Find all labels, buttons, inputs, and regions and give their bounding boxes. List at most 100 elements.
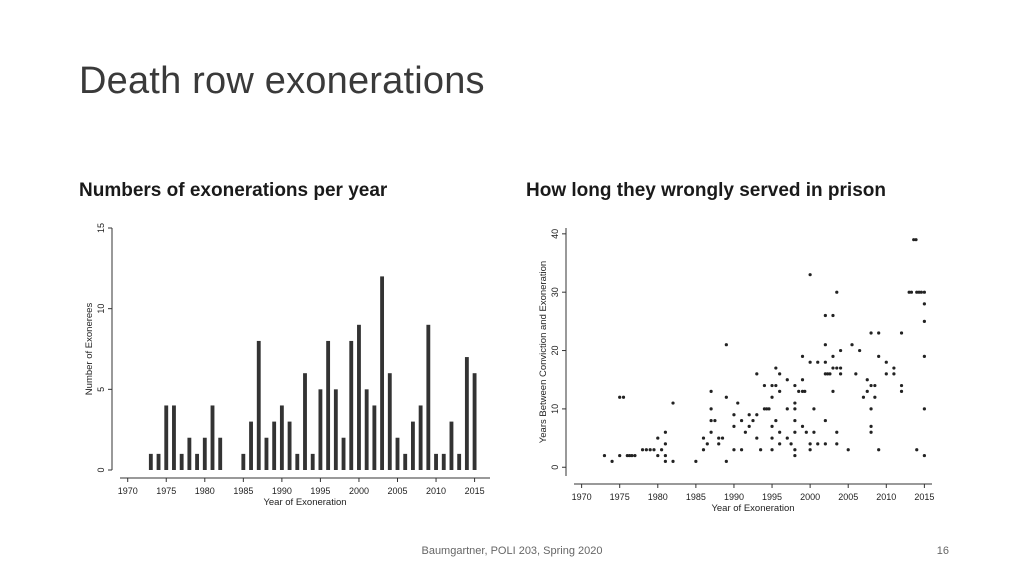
scatter-point-14 [656,436,660,440]
bar-1973 [148,453,153,470]
scatter-point-117 [865,389,869,393]
scatter-point-145 [922,302,926,306]
scatter-point-10 [644,448,648,452]
scatter-y-tick-label: 0 [550,465,560,470]
scatter-point-105 [835,366,839,370]
scatter-point-28 [709,407,713,411]
bar-chart-x-tick-label: 1975 [156,486,176,496]
scatter-point-139 [914,238,918,242]
left-chart-heading: Numbers of exonerations per year [79,180,388,201]
scatter-point-20 [671,401,675,405]
bar-1988 [264,437,269,470]
bar-chart-x-tick-label: 1990 [272,486,292,496]
bar-1980 [202,437,207,470]
bar-1997 [333,389,338,470]
bar-1982 [218,437,223,470]
scatter-x-tick-label: 2000 [800,492,820,502]
scatter-point-37 [732,448,736,452]
scatter-point-74 [793,448,797,452]
bar-chart-y-tick-label: 15 [96,223,106,233]
bar-2001 [364,389,369,470]
scatter-point-72 [793,401,797,405]
scatter-point-43 [743,430,747,434]
bar-2012 [449,421,454,470]
scatter-point-26 [709,430,713,434]
scatter-point-101 [831,313,835,318]
scatter-point-39 [732,413,736,417]
scatter-point-112 [846,448,850,452]
scatter-point-4 [621,395,626,399]
bar-2004 [387,373,392,470]
scatter-point-1 [610,459,614,464]
scatter-point-148 [922,407,926,411]
scatter-point-118 [865,378,869,382]
scatter-point-122 [869,424,873,428]
scatter-point-85 [808,360,812,364]
scatter-point-67 [785,407,789,411]
scatter-point-81 [800,424,805,428]
bar-1993 [303,373,307,470]
scatter-x-tick-label: 1995 [762,492,782,502]
scatter-y-tick-label: 20 [550,346,560,356]
scatter-point-71 [793,407,797,411]
scatter-point-78 [797,389,801,393]
scatter-point-125 [873,383,877,388]
scatter-point-91 [816,360,820,364]
scatter-x-axis-title: Year of Exoneration [711,503,794,514]
bar-chart-x-tick-label: 2005 [387,486,407,496]
scatter-point-137 [909,290,914,294]
bar-1979 [195,453,200,470]
scatter-point-66 [778,372,782,376]
scatter-point-114 [854,372,858,376]
scatter-point-59 [770,395,774,399]
bar-2007 [410,421,415,470]
scatter-point-63 [778,442,782,446]
bar-1998 [341,437,346,470]
scatter-point-31 [717,436,721,440]
scatter-point-65 [778,389,782,393]
bar-2003 [380,276,385,470]
scatter-y-tick-label: 30 [550,287,560,297]
page-number: 16 [936,545,949,557]
bar-1992 [295,453,300,470]
scatter-x-tick-label: 1990 [724,492,744,502]
scatter-point-58 [770,424,774,428]
scatter-point-18 [663,430,668,434]
scatter-point-142 [919,290,923,294]
scatter-point-6 [628,453,632,458]
scatter-point-42 [739,418,744,423]
scatter-point-111 [838,348,843,353]
scatter-x-tick-label: 1970 [572,492,592,502]
bar-chart-x-axis-title: Year of Exoneration [263,497,346,508]
scatter-point-93 [823,372,827,376]
scatter-point-90 [812,407,816,411]
scatter-point-60 [774,383,778,388]
scatter-point-130 [884,360,888,364]
scatter-y-axis-title: Years Between Conviction and Exoneration [538,261,549,443]
scatter-point-89 [812,430,816,434]
scatter-point-79 [800,389,805,393]
scatter-point-103 [831,354,835,358]
scatter-point-56 [770,448,774,452]
scatter-point-44 [747,413,751,417]
scatter-point-12 [652,448,656,452]
bar-1974 [156,453,161,470]
scatter-point-102 [831,366,835,370]
scatter-point-9 [640,448,645,452]
scatter-point-45 [747,424,751,428]
scatter-point-36 [724,343,728,347]
scatter-point-48 [755,372,759,376]
scatter-point-49 [755,436,759,440]
scatter-y-tick-label: 40 [550,229,560,239]
scatter-point-11 [648,448,652,452]
scatter-point-98 [823,313,827,318]
scatter-point-149 [922,453,926,458]
scatter-point-84 [804,430,808,434]
bar-2002 [372,405,377,470]
scatter-point-146 [922,319,926,323]
bar-chart-x-tick-label: 2010 [426,486,446,496]
scatter-point-40 [736,401,740,405]
scatter-point-147 [922,354,926,358]
scatter-point-57 [770,436,774,440]
scatter-point-134 [899,389,904,393]
